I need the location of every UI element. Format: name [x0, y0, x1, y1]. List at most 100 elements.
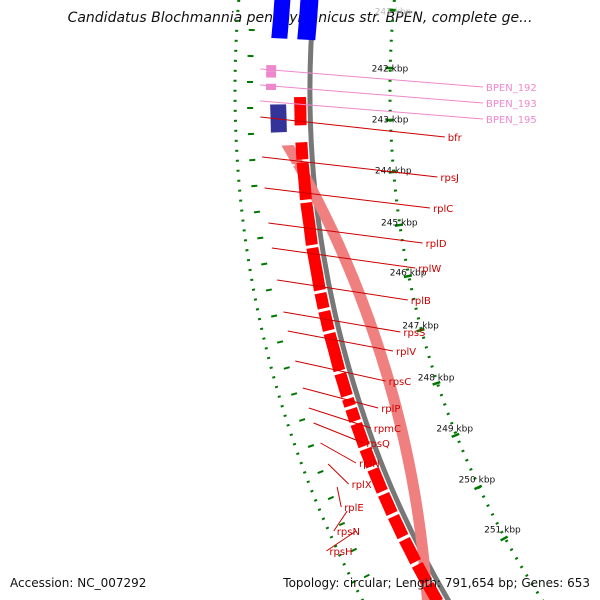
scale-tick-label: 242 kbp — [372, 64, 409, 74]
label-leader — [283, 311, 401, 333]
forward-gene — [422, 582, 444, 600]
forward-gene — [411, 562, 432, 585]
blue-gene — [271, 0, 291, 39]
scale-tick-label: 248 kbp — [418, 373, 455, 383]
forward-gene — [314, 292, 330, 310]
genome-summary: Topology: circular; Length: 791,654 bp; … — [283, 576, 590, 590]
gene-label-rpsj: rpsJ — [440, 173, 459, 184]
label-leader — [308, 407, 371, 429]
band-separator — [286, 209, 300, 213]
label-leader — [277, 279, 408, 301]
band-separator — [312, 344, 325, 349]
gene-label-rplb: rplB — [411, 296, 431, 307]
forward-gene — [318, 310, 335, 332]
band-separator — [372, 514, 385, 521]
label-leader — [336, 486, 342, 508]
gene-label-rpln: rplN — [359, 459, 380, 470]
forward-gene — [334, 372, 353, 398]
forward-gene — [306, 247, 326, 292]
gene-label-rplp: rplP — [381, 404, 400, 415]
scale-tick-label: 247 kbp — [402, 321, 439, 331]
scale-tick-label: 246 kbp — [390, 268, 427, 278]
forward-gene — [295, 142, 309, 160]
scale-tick — [432, 380, 441, 386]
forward-gene — [300, 202, 318, 246]
label-leader — [271, 247, 416, 269]
scale-tick-label: 251 kbp — [484, 525, 521, 535]
scale-tick — [451, 432, 460, 439]
gene-label-bpen_193: BPEN_193 — [486, 99, 537, 110]
gene-label-rpld: rplD — [426, 239, 447, 250]
label-leader — [262, 156, 438, 178]
band-separator — [336, 424, 349, 430]
gene-label-rpss: rpsS — [403, 328, 425, 339]
label-leader — [287, 330, 394, 352]
gene-label-bfr: bfr — [448, 133, 463, 144]
scale-tick — [388, 8, 397, 12]
scale-tick — [403, 274, 412, 279]
scale-tick — [416, 328, 425, 333]
inner-tick — [261, 262, 268, 266]
inner-tick — [327, 495, 334, 501]
accession-label: Accession: NC_007292 — [10, 576, 147, 590]
forward-gene — [296, 162, 312, 201]
blue-gene — [297, 0, 319, 41]
inner-tick — [317, 469, 324, 475]
scale-tick-label: 243 kbp — [372, 115, 409, 125]
gene-label-rpmc: rpmC — [374, 424, 401, 435]
forward-gene — [345, 407, 361, 423]
inner-tick — [290, 392, 298, 396]
band-separator — [293, 254, 306, 258]
label-leader — [326, 530, 357, 552]
inner-tick — [363, 573, 370, 579]
scale-tick-label: 245 kbp — [381, 218, 418, 228]
gene-label-rpsh: rpsH — [329, 547, 352, 558]
gene-label-rpsc: rpsC — [389, 377, 412, 388]
forward-gene — [388, 514, 409, 540]
gene-label-rpsn: rpsN — [337, 527, 360, 538]
band-separator — [321, 379, 335, 385]
label-leader — [295, 360, 386, 382]
gene-label-rpsq: rpsQ — [366, 439, 390, 450]
scale-tick-label: 250 kbp — [459, 475, 496, 485]
label-leader — [320, 442, 357, 464]
outer-ring — [233, 0, 365, 600]
label-leader — [259, 84, 484, 104]
gene-label-rplw: rplW — [418, 264, 441, 275]
scale-tick — [394, 223, 404, 227]
label-leader — [313, 422, 364, 444]
scale-tick-label: 244 kbp — [375, 166, 412, 176]
inner-tick — [338, 521, 346, 527]
inner-tick — [350, 547, 358, 553]
inner-tick — [270, 314, 278, 318]
label-leader — [333, 510, 348, 532]
gene-label-bpen_192: BPEN_192 — [486, 83, 537, 94]
inner-tick — [265, 288, 272, 292]
inner-tick — [283, 366, 290, 370]
gene-label-rple: rplE — [344, 503, 364, 514]
backbone-line — [307, 0, 452, 600]
band-separator — [282, 164, 295, 167]
gene-label-bpen_195: BPEN_195 — [486, 115, 537, 126]
label-leader — [260, 100, 484, 120]
label-leader — [264, 187, 431, 209]
inner-tick — [276, 340, 284, 344]
forward-gene — [367, 467, 388, 494]
gene-label-rplv: rplV — [396, 347, 416, 358]
label-leader — [302, 387, 379, 409]
scale-tick — [500, 535, 509, 542]
gene-label-rplx: rplX — [352, 480, 372, 491]
inner-tick — [307, 444, 315, 448]
forward-gene — [399, 537, 421, 565]
small-pink-gene — [266, 83, 277, 90]
forward-gene — [350, 422, 370, 449]
inner-tick — [251, 184, 258, 188]
forward-gene — [378, 492, 398, 516]
label-leader — [260, 68, 484, 88]
forward-gene — [359, 447, 378, 469]
small-pink-gene — [266, 71, 277, 78]
scale-tick — [473, 484, 483, 491]
scale-tick-label: 241 kbp — [375, 8, 412, 18]
band-separator — [353, 469, 366, 476]
